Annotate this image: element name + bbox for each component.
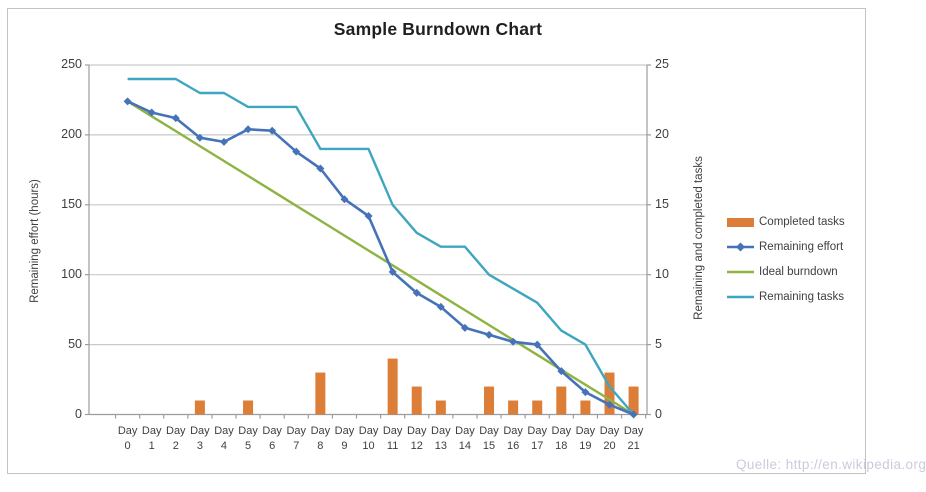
remaining-effort-marker-day-16 (509, 337, 518, 346)
x-axis-label-day-19: Day 19 (575, 425, 596, 452)
x-axis-label-day-16: Day 16 (503, 425, 523, 452)
x-axis-label-day-4: Day 4 (214, 425, 234, 452)
right-axis-tick-label-15: 15 (655, 196, 669, 211)
remaining-effort-marker-day-6 (268, 126, 277, 135)
x-axis-label-day-8: Day 8 (310, 425, 331, 452)
left-axis-tick-label-50: 50 (68, 336, 82, 351)
x-axis-label-day-10: Day 10 (358, 425, 379, 452)
x-axis-label-day-11: Day 11 (382, 425, 403, 452)
x-axis-label-day-1: Day 1 (141, 425, 162, 452)
remaining-effort-marker-day-18 (557, 367, 566, 376)
remaining-effort-marker-day-15 (485, 330, 494, 339)
line-swatch-icon (727, 242, 754, 251)
remaining-effort-marker-day-9 (340, 195, 349, 204)
right-axis-tick-label-25: 25 (655, 57, 669, 71)
remaining-effort-marker-day-21 (629, 410, 638, 419)
completed-tasks-bar-day-11 (387, 358, 398, 415)
completed-tasks-bar-day-3 (194, 400, 205, 415)
remaining-effort-marker-day-12 (412, 288, 421, 297)
legend-label: Remaining tasks (759, 290, 845, 303)
legend-label: Ideal burndown (759, 265, 838, 278)
left-axis-tick-label-250: 250 (61, 57, 82, 71)
chart-border (7, 8, 866, 474)
x-axis-label-day-5: Day 5 (238, 425, 258, 452)
left-axis-tick-label-150: 150 (61, 196, 82, 211)
legend: Completed tasks Remaining effort Ideal bur… (727, 209, 845, 309)
x-axis-label-day-7: Day 7 (286, 425, 307, 452)
legend-item-remaining-effort: Remaining effort (727, 234, 845, 259)
completed-tasks-bar-day-13 (435, 400, 446, 415)
x-axis-label-day-9: Day 9 (334, 425, 355, 452)
x-axis-label-day-17: Day 17 (527, 425, 547, 452)
completed-tasks-bar-day-16 (508, 400, 519, 415)
legend-label: Completed tasks (759, 215, 845, 228)
chart-title: Sample Burndown Chart (333, 19, 543, 39)
x-axis-label-day-6: Day 6 (262, 425, 282, 452)
legend-item-completed-tasks: Completed tasks (727, 209, 845, 234)
remaining-effort-marker-day-8 (316, 164, 325, 173)
completed-tasks-bar-day-12 (411, 386, 422, 415)
x-axis-label-day-18: Day 18 (551, 425, 572, 452)
remaining-effort-marker-day-5 (244, 125, 253, 134)
remaining-tasks-line (127, 77, 635, 416)
completed-tasks-bar-day-15 (484, 386, 495, 415)
completed-tasks-bar-day-17 (532, 400, 543, 415)
remaining-effort-marker-day-20 (605, 400, 614, 409)
remaining-effort-marker-day-0 (123, 97, 132, 106)
remaining-effort-marker-day-4 (219, 137, 228, 146)
left-axis-tick-label-0: 0 (75, 406, 82, 421)
x-axis-label-day-20: Day 20 (599, 425, 620, 452)
left-axis-tick-label-100: 100 (61, 266, 82, 281)
x-axis-label-day-15: Day 15 (479, 425, 499, 452)
right-axis-tick-label-5: 5 (655, 336, 662, 351)
x-axis-label-day-13: Day 13 (431, 425, 451, 452)
completed-tasks-bar-day-5 (243, 400, 254, 415)
ideal-burndown-line (126, 100, 635, 416)
remaining-effort-marker-day-10 (364, 211, 373, 220)
completed-tasks-bar-day-19 (580, 400, 591, 415)
remaining-effort-marker-day-14 (460, 323, 469, 332)
right-axis-tick-label-10: 10 (655, 266, 669, 281)
completed-tasks-bar-day-18 (556, 386, 567, 415)
right-axis-tick-label-20: 20 (655, 126, 669, 141)
remaining-effort-marker-day-1 (147, 108, 156, 117)
x-axis-label-day-3: Day 3 (190, 425, 210, 452)
x-axis-label-day-2: Day 2 (166, 425, 186, 452)
x-axis-label-day-0: Day 0 (117, 425, 138, 452)
line-swatch-icon (727, 295, 754, 298)
x-axis-label-day-14: Day 14 (455, 425, 475, 452)
left-axis-tick-label-200: 200 (61, 126, 82, 141)
remaining-effort-marker-day-13 (436, 302, 445, 311)
remaining-effort-marker-day-2 (171, 114, 180, 123)
x-axis-label-day-21: Day 21 (623, 425, 644, 452)
completed-tasks-bar-day-20 (604, 372, 615, 415)
remaining-effort-marker-day-3 (195, 133, 204, 142)
remaining-effort-line (127, 100, 635, 416)
remaining-effort-marker-day-7 (292, 147, 301, 156)
source-watermark: Quelle: http://en.wikipedia.org (736, 457, 926, 472)
legend-item-remaining-tasks: Remaining tasks (727, 284, 845, 309)
right-axis-tick-label-0: 0 (655, 406, 662, 421)
line-swatch-icon (727, 270, 754, 273)
remaining-effort-marker-day-11 (388, 267, 397, 276)
remaining-effort-marker-day-17 (533, 340, 542, 349)
completed-tasks-bar-day-21 (628, 386, 639, 415)
completed-tasks-bar-day-8 (315, 372, 326, 415)
bar-swatch-icon (727, 217, 754, 227)
x-axis-label-day-12: Day 12 (406, 425, 427, 452)
legend-item-ideal-burndown: Ideal burndown (727, 259, 845, 284)
legend-label: Remaining effort (759, 240, 844, 253)
remaining-effort-marker-day-19 (581, 388, 590, 397)
